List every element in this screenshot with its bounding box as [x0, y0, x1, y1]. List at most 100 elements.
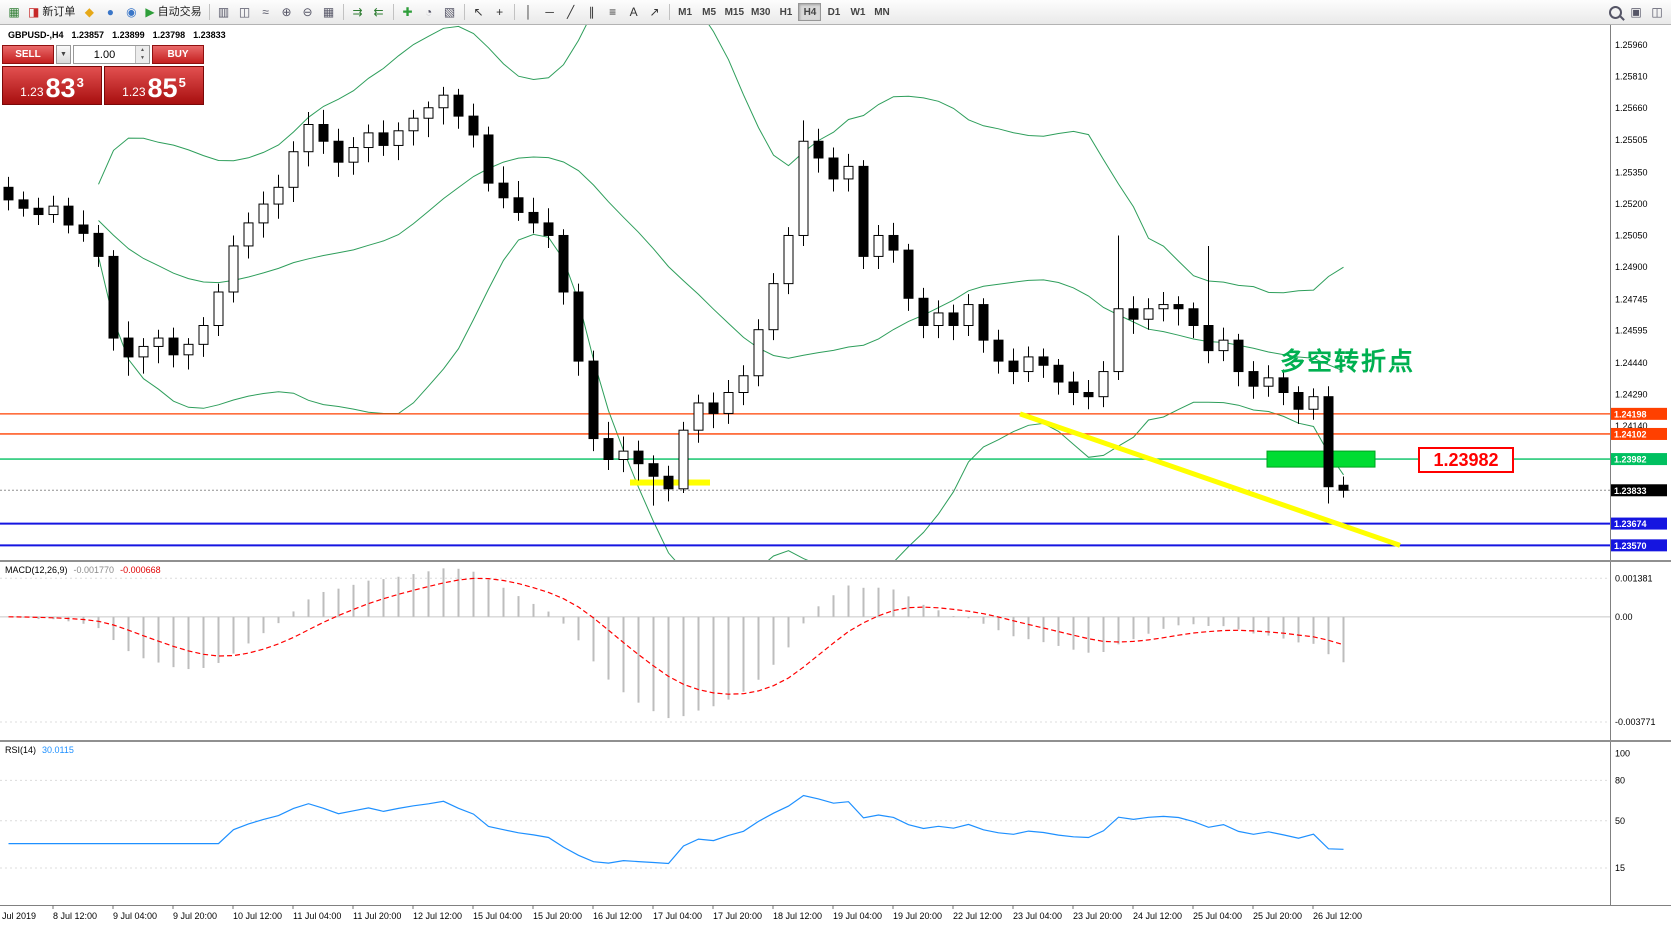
- buy-price-pips: 85: [147, 73, 178, 103]
- auto-scroll-icon[interactable]: ⇉: [348, 2, 368, 22]
- svg-text:22 Jul 12:00: 22 Jul 12:00: [953, 911, 1002, 921]
- timeframe-button-MN[interactable]: MN: [870, 3, 893, 21]
- candles-layer: [3, 86, 1349, 506]
- svg-text:1.25660: 1.25660: [1615, 103, 1648, 113]
- signals-icon[interactable]: ◆: [79, 2, 99, 22]
- templates-icon[interactable]: ▧: [440, 2, 460, 22]
- toolbar-separator: [668, 4, 670, 20]
- svg-text:1.24290: 1.24290: [1615, 390, 1648, 400]
- cursor-icon-glyph: ↖: [473, 5, 484, 19]
- chart-shift-icon[interactable]: ⇇: [369, 2, 389, 22]
- autotrading-button-label: 自动交易: [157, 6, 202, 18]
- panel-divider[interactable]: [0, 560, 1671, 562]
- indicators-icon[interactable]: ✚: [398, 2, 418, 22]
- price-callout-label[interactable]: 1.23982: [1418, 447, 1514, 473]
- sell-price-prefix: 1.23: [20, 85, 44, 99]
- symbol-period-label: GBPUSD-,H4: [8, 30, 64, 40]
- indicators-icon-glyph: ✚: [402, 5, 413, 19]
- turning-point-annotation[interactable]: 多空转折点: [1280, 348, 1416, 376]
- crosshair-icon[interactable]: +: [490, 2, 510, 22]
- window-layout-icon[interactable]: ◫: [1647, 2, 1667, 22]
- tile-windows-icon[interactable]: ▦: [319, 2, 339, 22]
- equidistant-channel-icon-glyph: ∥: [588, 5, 595, 19]
- timeframe-button-H1[interactable]: H1: [774, 3, 797, 21]
- zoom-out-icon-glyph: ⊖: [302, 5, 313, 19]
- svg-text:1.24745: 1.24745: [1615, 294, 1648, 304]
- text-label-icon[interactable]: A: [624, 2, 644, 22]
- svg-text:100: 100: [1615, 748, 1630, 758]
- toolbar-separator: [342, 4, 344, 20]
- equidistant-channel-icon[interactable]: ∥: [582, 2, 602, 22]
- new-order-button[interactable]: ◨ 新订单: [25, 2, 78, 22]
- timeframe-button-W1[interactable]: W1: [846, 3, 869, 21]
- zoom-out-icon[interactable]: ⊖: [298, 2, 318, 22]
- svg-text:23 Jul 20:00: 23 Jul 20:00: [1073, 911, 1122, 921]
- timeframe-button-M15[interactable]: M15: [722, 3, 747, 21]
- timeframe-button-M1[interactable]: M1: [674, 3, 697, 21]
- volume-down-icon[interactable]: ▼: [136, 54, 149, 63]
- arrows-tool-icon[interactable]: ↗: [645, 2, 665, 22]
- macd-signal-line: [8, 577, 1344, 695]
- zoom-in-icon-glyph: ⊕: [281, 5, 292, 19]
- price-axis[interactable]: 1.25960 1.25810 1.25660 1.25505 1.25350 1.252…: [1610, 24, 1668, 905]
- vertical-line-icon[interactable]: │: [519, 2, 539, 22]
- timeframe-button-M30[interactable]: M30: [748, 3, 773, 21]
- sell-button[interactable]: SELL: [2, 45, 54, 64]
- panel-divider[interactable]: [0, 740, 1671, 742]
- svg-text:0.001381: 0.001381: [1615, 573, 1653, 583]
- toolbar-separator: [463, 4, 465, 20]
- svg-text:15 Jul 04:00: 15 Jul 04:00: [473, 911, 522, 921]
- macd-value: -0.001770: [73, 565, 115, 575]
- sell-price-button[interactable]: 1.23 83 3: [2, 66, 102, 105]
- app-chart-icon-glyph: ▦: [8, 5, 20, 19]
- timeframe-button-M5[interactable]: M5: [698, 3, 721, 21]
- magnifier-glyph: [1608, 5, 1622, 19]
- svg-text:1.25200: 1.25200: [1615, 199, 1648, 209]
- svg-text:1.24198: 1.24198: [1614, 409, 1647, 419]
- timeframe-button-H4[interactable]: H4: [798, 3, 822, 21]
- timeframe-button-D1[interactable]: D1: [822, 3, 845, 21]
- community-icon-glyph: ◉: [126, 5, 137, 19]
- new-order-button-label: 新订单: [42, 6, 76, 18]
- app-chart-icon[interactable]: ▦: [4, 2, 24, 22]
- svg-text:50: 50: [1615, 816, 1625, 826]
- volume-input[interactable]: [74, 46, 135, 63]
- periods-icon[interactable]: ◔: [419, 2, 439, 22]
- periods-icon-glyph: ◔: [424, 5, 433, 19]
- bar-chart-icon[interactable]: ▥: [214, 2, 234, 22]
- fibonacci-icon[interactable]: ≡: [603, 2, 623, 22]
- cursor-icon[interactable]: ↖: [469, 2, 489, 22]
- volume-up-icon[interactable]: ▲: [136, 46, 149, 55]
- time-axis[interactable]: Jul 2019 8 Jul 12:00 9 Jul 04:00 9 Jul 20:0…: [0, 905, 1671, 921]
- templates-icon-glyph: ▧: [443, 5, 456, 19]
- level-lines[interactable]: [0, 413, 1610, 547]
- volume-dropdown[interactable]: ▼: [56, 45, 71, 64]
- ohlc-close: 1.23833: [193, 30, 226, 40]
- toolbar-separator: [392, 4, 394, 20]
- svg-text:10 Jul 12:00: 10 Jul 12:00: [233, 911, 282, 921]
- new-chart-window-icon[interactable]: ▣: [1626, 2, 1646, 22]
- line-chart-icon[interactable]: ≈: [256, 2, 276, 22]
- search-icon[interactable]: [1605, 2, 1625, 22]
- new-order-button-glyph: ◨: [28, 5, 40, 19]
- trendline-icon[interactable]: ╱: [561, 2, 581, 22]
- candlestick-chart-icon[interactable]: ◫: [235, 2, 255, 22]
- svg-text:11 Jul 20:00: 11 Jul 20:00: [353, 911, 401, 921]
- buy-price-button[interactable]: 1.23 85 5: [104, 66, 204, 105]
- svg-text:17 Jul 20:00: 17 Jul 20:00: [713, 911, 762, 921]
- market-icon[interactable]: ●: [100, 2, 120, 22]
- zoom-in-icon[interactable]: ⊕: [277, 2, 297, 22]
- one-click-trading-panel: SELL ▼ ▲ ▼ BUY 1.23 83 3 1.23 85 5: [2, 45, 204, 105]
- tile-windows-icon-glyph: ▦: [322, 5, 335, 19]
- buy-button[interactable]: BUY: [152, 45, 204, 64]
- autotrading-button[interactable]: ▶ 自动交易: [142, 2, 204, 22]
- vertical-line-icon-glyph: │: [524, 5, 533, 19]
- community-icon[interactable]: ◉: [121, 2, 141, 22]
- chart-title: GBPUSD-,H4 1.23857 1.23899 1.23798 1.238…: [8, 30, 226, 40]
- rsi-name: RSI(14): [5, 745, 37, 755]
- toolbar-separator: [513, 4, 515, 20]
- svg-text:1.24440: 1.24440: [1615, 358, 1648, 368]
- horizontal-line-icon[interactable]: ─: [540, 2, 560, 22]
